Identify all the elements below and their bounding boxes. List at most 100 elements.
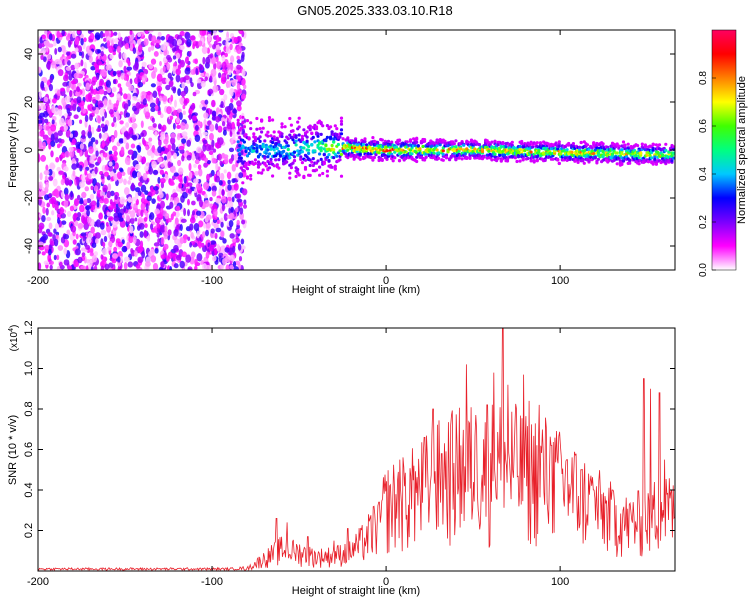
spectrogram-noise-cell — [213, 30, 217, 36]
spectrogram-noise-cell — [212, 255, 217, 262]
spectrogram-noise-cell — [51, 105, 56, 114]
spectrogram-signal-cell — [238, 135, 242, 140]
spectrogram-noise-cell — [93, 185, 99, 192]
spectrogram-noise-cell — [179, 122, 186, 131]
spectrogram-noise-cell — [44, 118, 49, 124]
spectrogram-signal-cell — [444, 155, 449, 159]
spectrogram-noise-cell — [155, 42, 160, 48]
spectrogram-noise-cell — [178, 174, 183, 183]
spectrogram-noise-cell — [63, 187, 69, 196]
spectrogram-signal-cell — [606, 153, 610, 157]
spectrogram-noise-cell — [173, 201, 178, 206]
spectrogram-noise-cell — [169, 201, 174, 209]
spectrogram-noise-cell — [235, 207, 239, 213]
spectrogram-noise-cell — [100, 254, 104, 260]
spectrogram-noise-cell — [131, 116, 136, 123]
spectrogram-noise-cell — [141, 94, 145, 100]
spectrogram-noise-cell — [96, 199, 100, 208]
spectrogram-signal-cell — [628, 158, 632, 162]
spectrogram-signal-cell — [261, 144, 265, 148]
spectrogram-noise-cell — [119, 196, 126, 205]
spectrogram-noise-cell — [202, 56, 206, 65]
spectrogram-noise-cell — [47, 253, 52, 263]
spectrogram-noise-cell — [131, 154, 135, 161]
spectrogram-noise-cell — [143, 229, 148, 239]
spectrogram-noise-cell — [107, 103, 111, 112]
spectrogram-signal-cell — [249, 121, 253, 125]
spectrogram-signal-cell — [457, 156, 461, 160]
spectrogram-signal-cell — [274, 158, 278, 162]
spectrogram-noise-cell — [93, 265, 98, 270]
spectrogram-noise-cell — [95, 238, 99, 244]
spectrogram-noise-cell — [236, 83, 241, 91]
spectrogram-noise-cell — [66, 85, 70, 93]
spectrogram-noise-cell — [128, 85, 134, 92]
spectrogram-noise-cell — [179, 97, 185, 104]
spectrogram-signal-cell — [637, 162, 641, 166]
spectrogram-noise-cell — [174, 99, 177, 108]
spectrogram-noise-cell — [113, 246, 118, 252]
spectrogram-noise-cell — [73, 72, 80, 79]
spectrogram-signal-cell — [363, 137, 367, 141]
spectrogram-noise-cell — [126, 66, 133, 71]
spectrogram-signal-cell — [538, 141, 543, 145]
spectrogram-noise-cell — [120, 146, 125, 155]
spectrogram-noise-cell — [86, 209, 90, 217]
spectrogram-noise-cell — [169, 181, 175, 186]
spectrogram-signal-cell — [565, 148, 569, 152]
spectrogram-signal-cell — [672, 151, 675, 155]
spectrogram-signal-cell — [303, 158, 308, 162]
spectrogram-signal-cell — [535, 141, 539, 145]
spectrogram-signal-cell — [300, 134, 304, 138]
spectrogram-noise-cell — [38, 132, 41, 137]
spectrogram-noise-cell — [166, 151, 172, 159]
spectrogram-signal-cell — [358, 157, 362, 161]
spectrogram-noise-cell — [72, 170, 76, 177]
spectrogram-noise-cell — [176, 113, 180, 119]
spectrogram-noise-cell — [136, 73, 140, 79]
spectrogram-signal-cell — [368, 145, 372, 149]
spectrogram-noise-cell — [220, 263, 225, 270]
spectrogram-signal-cell — [255, 146, 259, 150]
spectrogram-noise-cell — [74, 248, 81, 256]
spectrogram-noise-cell — [113, 150, 118, 157]
spectrogram-signal-cell — [354, 139, 358, 143]
spectrogram-noise-cell — [188, 50, 192, 57]
spectrogram-signal-cell — [459, 147, 463, 151]
spectrogram-signal-cell — [280, 134, 284, 139]
spectrogram-signal-cell — [661, 153, 665, 157]
spectrogram-noise-cell — [79, 164, 83, 172]
spectrogram-noise-cell — [40, 103, 46, 111]
spectrogram-noise-cell — [63, 199, 69, 208]
spectrogram-noise-cell — [45, 207, 49, 216]
spectrogram-noise-cell — [170, 137, 176, 145]
spectrogram-noise-cell — [98, 61, 103, 66]
spectrogram-noise-cell — [241, 79, 246, 86]
spectrogram-noise-cell — [217, 125, 223, 133]
spectrogram-noise-cell — [100, 46, 105, 51]
spectrogram-noise-cell — [224, 52, 228, 58]
spectrogram-noise-cell — [137, 81, 144, 88]
spectrogram-noise-cell — [90, 200, 97, 207]
spectrogram-noise-cell — [38, 104, 41, 110]
spectrogram-noise-cell — [53, 39, 57, 47]
spectrogram-noise-cell — [137, 190, 142, 196]
spectrogram-noise-cell — [127, 261, 134, 268]
spectrogram-noise-cell — [118, 138, 124, 144]
spectrogram-noise-cell — [127, 196, 132, 203]
spectrogram-noise-cell — [77, 45, 83, 53]
spectrogram-signal-cell — [657, 143, 662, 147]
spectrogram-noise-cell — [50, 150, 54, 158]
spectrogram-noise-cell — [187, 209, 190, 217]
spectrogram-noise-cell — [58, 261, 63, 267]
spectrogram-noise-cell — [189, 77, 193, 84]
spectrogram-noise-cell — [60, 139, 65, 144]
spectrogram-noise-cell — [90, 185, 94, 191]
spectrogram-signal-cell — [512, 146, 516, 150]
spectrogram-noise-cell — [74, 91, 81, 97]
spectrogram-noise-cell — [98, 132, 102, 139]
spectrogram-signal-cell — [480, 150, 485, 154]
spectrogram-noise-cell — [144, 165, 149, 172]
spectrogram-noise-cell — [45, 44, 49, 53]
spectrogram-noise-cell — [55, 190, 60, 198]
